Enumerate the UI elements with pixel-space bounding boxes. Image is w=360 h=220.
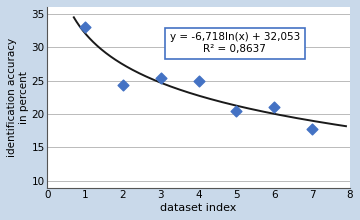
Point bbox=[234, 109, 239, 112]
Y-axis label: identification accuracy
in percent: identification accuracy in percent bbox=[7, 38, 28, 157]
X-axis label: dataset index: dataset index bbox=[160, 203, 237, 213]
Point bbox=[271, 106, 277, 109]
Text: y = -6,718ln(x) + 32,053
R² = 0,8637: y = -6,718ln(x) + 32,053 R² = 0,8637 bbox=[170, 32, 300, 54]
Point bbox=[158, 77, 164, 80]
Point bbox=[120, 83, 126, 87]
Point bbox=[196, 79, 202, 82]
Point bbox=[309, 127, 315, 130]
Point bbox=[82, 25, 88, 29]
